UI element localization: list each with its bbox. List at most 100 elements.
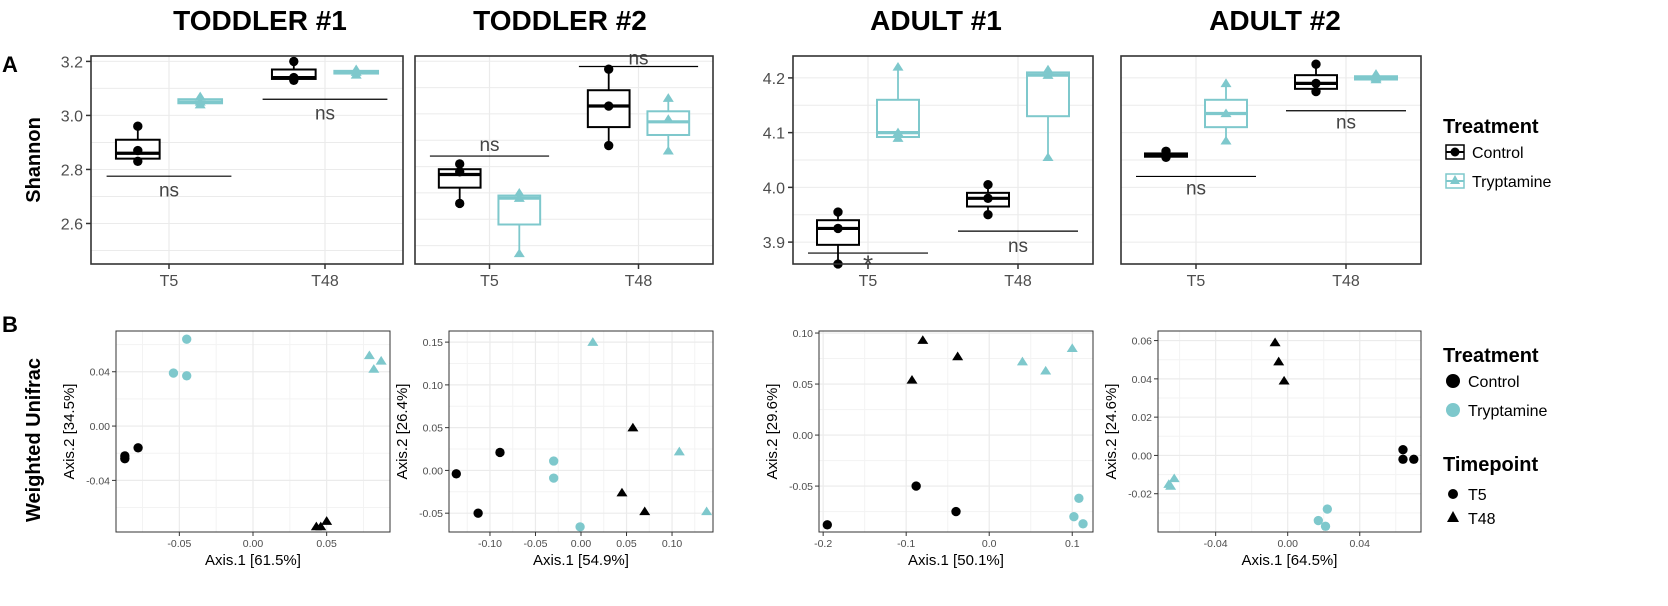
significance-label: ns bbox=[628, 48, 648, 69]
x-tick-label: 0.05 bbox=[616, 538, 637, 550]
x-tick-label: 0.04 bbox=[1350, 538, 1371, 550]
data-point bbox=[1220, 78, 1232, 88]
data-point bbox=[1311, 86, 1321, 97]
pcoa-point-tryptamine-triangle bbox=[1040, 365, 1052, 375]
legend-shannon: Treatment Control Tryptamine bbox=[1443, 116, 1552, 191]
pcoa-point-control-circle bbox=[911, 481, 921, 491]
data-point bbox=[1220, 108, 1232, 118]
pcoa-point-control-triangle bbox=[1273, 356, 1285, 366]
legend-key-control-box bbox=[1445, 144, 1465, 160]
box-control-t48 bbox=[270, 56, 317, 85]
y-axis-title: Axis.2 [29.6%] bbox=[764, 384, 781, 480]
plot-frame bbox=[1120, 55, 1422, 265]
x-tick-label: T5 bbox=[859, 273, 878, 290]
data-point bbox=[455, 167, 465, 177]
significance-label: ns bbox=[159, 181, 179, 202]
data-point bbox=[289, 56, 299, 67]
pcoa-point-control-triangle bbox=[917, 335, 929, 344]
box-tryptamine-t5 bbox=[876, 61, 920, 142]
y-tick-label: 4.2 bbox=[763, 71, 785, 88]
legend-pcoa-control-dot bbox=[1446, 374, 1460, 388]
box-panel-1: 2.6 2.8 3.0 3.2 T5 T48 ns ns bbox=[61, 54, 404, 290]
x-tick-label: T48 bbox=[1332, 273, 1360, 290]
pcoa-panel-4: -0.04 0.00 0.04 -0.02 0.00 0.02 0.04 0.06 Axis.1… bbox=[1103, 330, 1422, 569]
box-control-t5 bbox=[1144, 146, 1188, 162]
pcoa-point-control-circle bbox=[495, 447, 505, 458]
plot-background bbox=[1158, 331, 1421, 532]
pcoa-point-control-circle bbox=[473, 508, 483, 518]
panel-label-a: A bbox=[2, 52, 18, 77]
x-tick-label: 0.05 bbox=[316, 538, 337, 550]
data-point bbox=[1161, 146, 1171, 156]
legend-timepoint-t48: T48 bbox=[1468, 511, 1496, 528]
box-iqr bbox=[1026, 71, 1070, 118]
legend-pcoa-item-control: Control bbox=[1468, 374, 1520, 391]
box-control-t5 bbox=[816, 207, 860, 269]
data-point bbox=[662, 93, 674, 102]
data-point bbox=[133, 121, 143, 131]
row-label-unifrac: Weighted Unifrac bbox=[23, 358, 45, 522]
pcoa-point-tryptamine-circle bbox=[182, 371, 192, 381]
y-axis-title: Axis.2 [26.4%] bbox=[394, 384, 411, 480]
plot-background bbox=[91, 56, 403, 264]
column-title-toddler-2: TODDLER #2 bbox=[473, 5, 647, 36]
data-point bbox=[1220, 135, 1232, 145]
pcoa-point-tryptamine-circle bbox=[182, 334, 192, 344]
pcoa-point-tryptamine-triangle bbox=[587, 337, 599, 346]
pcoa-point-tryptamine-circle bbox=[549, 456, 559, 466]
pcoa-point-control-triangle bbox=[906, 375, 918, 384]
data-point bbox=[194, 91, 206, 101]
plot-frame bbox=[115, 330, 391, 533]
column-title-toddler-1: TODDLER #1 bbox=[173, 5, 347, 36]
box-tryptamine-t48 bbox=[333, 64, 380, 79]
y-tick-label: 3.9 bbox=[763, 235, 785, 252]
legend-timepoint-title: Timepoint bbox=[1443, 454, 1539, 476]
y-tick-label: -0.05 bbox=[789, 481, 813, 493]
data-point bbox=[133, 156, 143, 167]
y-tick-label: 0.05 bbox=[793, 379, 814, 391]
data-point bbox=[513, 187, 525, 197]
data-point bbox=[1311, 59, 1321, 69]
legend-timepoint-t5: T5 bbox=[1468, 487, 1487, 504]
x-tick-label: 0.00 bbox=[571, 538, 592, 550]
plot-background bbox=[819, 331, 1093, 532]
box-tryptamine-t48 bbox=[1354, 69, 1398, 84]
x-axis-title: Axis.1 [61.5%] bbox=[205, 552, 301, 569]
legend-key-tryptamine-box bbox=[1445, 173, 1465, 189]
legend-pcoa-treatment-title: Treatment bbox=[1443, 345, 1539, 367]
box-control-t5 bbox=[114, 121, 161, 167]
legend-timepoint-triangle-icon bbox=[1447, 511, 1459, 522]
box-panel-3: 3.94.04.14.2T5 T48*ns bbox=[763, 55, 1094, 290]
pcoa-point-control-triangle bbox=[315, 521, 327, 531]
data-point bbox=[892, 133, 904, 142]
pcoa-point-control-triangle bbox=[1278, 375, 1290, 385]
legend-pcoa: Treatment Control Tryptamine Timepoint T… bbox=[1443, 345, 1548, 528]
x-tick-label: T5 bbox=[1187, 273, 1206, 290]
x-tick-label: 0.0 bbox=[982, 538, 997, 550]
pcoa-point-tryptamine-triangle bbox=[363, 350, 375, 360]
box-tryptamine-t5 bbox=[1204, 78, 1248, 145]
plot-frame bbox=[414, 55, 714, 265]
pcoa-point-tryptamine-circle bbox=[1074, 493, 1084, 504]
box-tryptamine-t5 bbox=[497, 187, 542, 258]
pcoa-point-control-circle bbox=[1398, 445, 1408, 455]
pcoa-point-control-circle bbox=[133, 443, 143, 453]
x-tick-label: T5 bbox=[160, 273, 179, 290]
box-tryptamine-t48 bbox=[646, 93, 691, 155]
y-tick-label: 4.0 bbox=[763, 180, 785, 197]
x-axis-title: Axis.1 [64.5%] bbox=[1242, 552, 1338, 569]
y-tick-label: 3.2 bbox=[61, 54, 83, 71]
plot-frame bbox=[818, 330, 1094, 533]
pcoa-point-tryptamine-circle bbox=[1069, 512, 1079, 522]
box-iqr bbox=[586, 89, 631, 129]
x-tick-label: -0.05 bbox=[524, 538, 548, 550]
x-tick-label: T48 bbox=[1004, 273, 1032, 290]
y-tick-label: 3.0 bbox=[61, 108, 83, 125]
significance-label: ns bbox=[315, 104, 335, 125]
y-tick-label: 0.02 bbox=[1132, 412, 1153, 424]
legend-treatment-title: Treatment bbox=[1443, 116, 1539, 138]
y-tick-label: 0.06 bbox=[1132, 336, 1153, 348]
pcoa-point-tryptamine-triangle bbox=[1016, 356, 1028, 366]
data-point bbox=[350, 64, 362, 74]
data-point bbox=[833, 223, 843, 234]
